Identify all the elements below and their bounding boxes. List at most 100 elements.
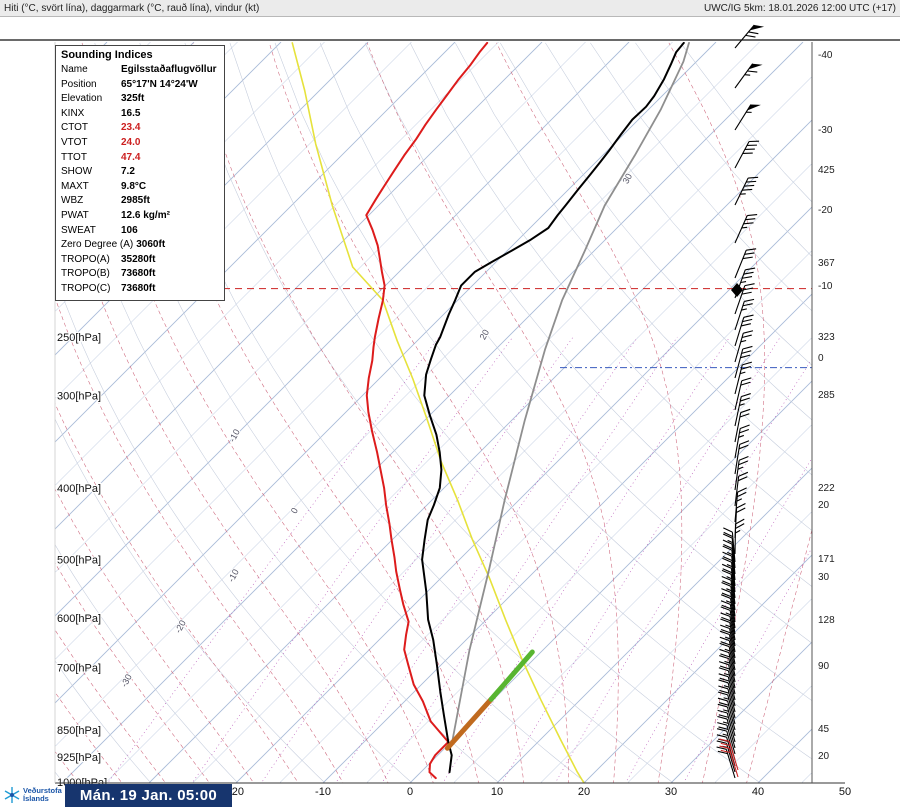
index-row-wbz: WBZ 2985ft xyxy=(56,194,224,209)
met-office-logo: Veðurstofa Íslands xyxy=(3,786,62,804)
adiabat-label: 30 xyxy=(621,172,635,186)
temperature-line xyxy=(421,42,685,774)
index-value: 65°17'N 14°24'W xyxy=(121,78,198,90)
parcel-segment-lower-line xyxy=(444,696,494,751)
index-row-elevation: Elevation 325ft xyxy=(56,92,224,107)
right-axis-label: 0 xyxy=(818,353,824,364)
index-value: 325ft xyxy=(121,93,145,105)
bottom-temp-label: 50 xyxy=(839,786,851,798)
logo-text-line1: Veðurstofa xyxy=(23,786,62,795)
index-label: Name xyxy=(61,64,88,75)
index-value: 9.8°C xyxy=(121,180,147,192)
index-value: 73680ft xyxy=(121,282,156,294)
index-value: 3060ft xyxy=(136,239,166,251)
index-label: TROPO(C) xyxy=(61,282,111,294)
right-axis-label: 20 xyxy=(818,751,830,762)
header-left-label: Hiti (°C, svört lína), daggarmark (°C, r… xyxy=(4,2,260,14)
index-label: Zero Degree (A) xyxy=(61,239,134,251)
adiabat-label: -10 xyxy=(226,567,241,583)
right-axis-label: 128 xyxy=(818,615,835,626)
wind-barb-column xyxy=(716,24,765,779)
right-axis-label: 222 xyxy=(818,483,835,494)
right-axis-label: 171 xyxy=(818,554,835,565)
panel-title: Sounding Indices xyxy=(61,49,153,61)
index-value: 7.2 xyxy=(121,166,135,178)
index-row-tropo-a-: TROPO(A) 35280ft xyxy=(56,253,224,268)
index-row-vtot: VTOT 24.0 xyxy=(56,136,224,151)
reference-profile-line xyxy=(451,42,690,744)
index-row-ttot: TTOT 47.4 xyxy=(56,151,224,166)
right-axis-label: 285 xyxy=(818,390,835,401)
index-value: 106 xyxy=(121,224,138,236)
index-label: TROPO(A) xyxy=(61,253,110,265)
sounding-curves xyxy=(291,42,690,783)
datetime-box[interactable]: Mán. 19 Jan. 05:00 xyxy=(65,784,232,807)
right-axis-label: 425 xyxy=(818,165,835,176)
index-label: CTOT xyxy=(61,122,89,134)
index-row-position: Position 65°17'N 14°24'W xyxy=(56,78,224,93)
index-value: 2985ft xyxy=(121,195,150,207)
adiabat-label: 20 xyxy=(478,328,492,342)
background-grid xyxy=(55,42,812,783)
parcel-segment-upper-line xyxy=(488,649,535,702)
adiabat-label: -10 xyxy=(227,427,242,443)
index-row-kinx: KINX 16.5 xyxy=(56,107,224,122)
header-right-label: UWC/IG 5km: 18.01.2026 12:00 UTC (+17) xyxy=(703,2,896,14)
pressure-label: 600[hPa] xyxy=(57,613,101,625)
index-row-pwat: PWAT 12.6 kg/m² xyxy=(56,209,224,224)
index-row-ctot: CTOT 23.4 xyxy=(56,121,224,136)
index-value: 12.6 kg/m² xyxy=(121,209,170,221)
logo-text-line2: Íslands xyxy=(23,794,49,803)
pressure-label: 850[hPa] xyxy=(57,725,101,737)
pressure-label: 250[hPa] xyxy=(57,332,101,344)
right-axis-label: -10 xyxy=(818,281,833,292)
pressure-label: 500[hPa] xyxy=(57,554,101,566)
right-axis-label: 45 xyxy=(818,724,830,735)
bottom-temp-label: 0 xyxy=(407,786,413,798)
right-axis-label: 20 xyxy=(818,500,830,511)
bottom-temp-label: 20 xyxy=(578,786,590,798)
index-label: VTOT xyxy=(61,136,88,148)
right-axis-label: -20 xyxy=(818,205,833,216)
pressure-label: 300[hPa] xyxy=(57,391,101,403)
logo-snowflake-icon xyxy=(4,787,20,803)
index-label: SHOW xyxy=(61,166,93,178)
index-label: PWAT xyxy=(61,209,89,221)
right-axis-label: 30 xyxy=(818,572,830,583)
right-axis-label: 367 xyxy=(818,258,835,269)
adiabat-label: -20 xyxy=(173,618,188,634)
sounding-indices-panel: Sounding Indices Name Egilsstaðaflugvöllu… xyxy=(55,45,225,301)
pressure-label: 400[hPa] xyxy=(57,483,101,495)
index-row-name: Name Egilsstaðaflugvöllur xyxy=(56,63,224,78)
tropopause-diamond-marker xyxy=(731,283,743,297)
indices-rows: Name Egilsstaðaflugvöllur Position 65°17'N … xyxy=(56,63,224,297)
index-label: TTOT xyxy=(61,151,87,163)
index-value: 35280ft xyxy=(121,253,156,265)
index-row-tropo-c-: TROPO(C) 73680ft xyxy=(56,282,224,297)
index-label: WBZ xyxy=(61,195,84,207)
right-axis-label: -40 xyxy=(818,50,833,61)
dewpoint-line xyxy=(365,42,489,780)
index-row-show: SHOW 7.2 xyxy=(56,165,224,180)
bottom-temp-label: -10 xyxy=(315,786,331,798)
index-value: 16.5 xyxy=(121,107,141,119)
index-label: MAXT xyxy=(61,180,89,192)
bottom-temp-label: 40 xyxy=(752,786,764,798)
index-label: Elevation xyxy=(61,93,103,105)
index-row-maxt: MAXT 9.8°C xyxy=(56,180,224,195)
index-value: 24.0 xyxy=(121,136,141,148)
bottom-temp-label: 10 xyxy=(491,786,503,798)
index-label: SWEAT xyxy=(61,224,96,236)
index-row-sweat: SWEAT 106 xyxy=(56,224,224,239)
index-label: Position xyxy=(61,78,97,90)
header-bar: Hiti (°C, svört lína), daggarmark (°C, r… xyxy=(0,0,900,17)
index-value: Egilsstaðaflugvöllur xyxy=(121,64,217,75)
pressure-label: 925[hPa] xyxy=(57,752,101,764)
right-axis-label: 323 xyxy=(818,332,835,343)
right-axis-label: -30 xyxy=(818,125,833,136)
index-value: 23.4 xyxy=(121,122,141,134)
index-value: 73680ft xyxy=(121,268,156,280)
pressure-label: 700[hPa] xyxy=(57,662,101,674)
